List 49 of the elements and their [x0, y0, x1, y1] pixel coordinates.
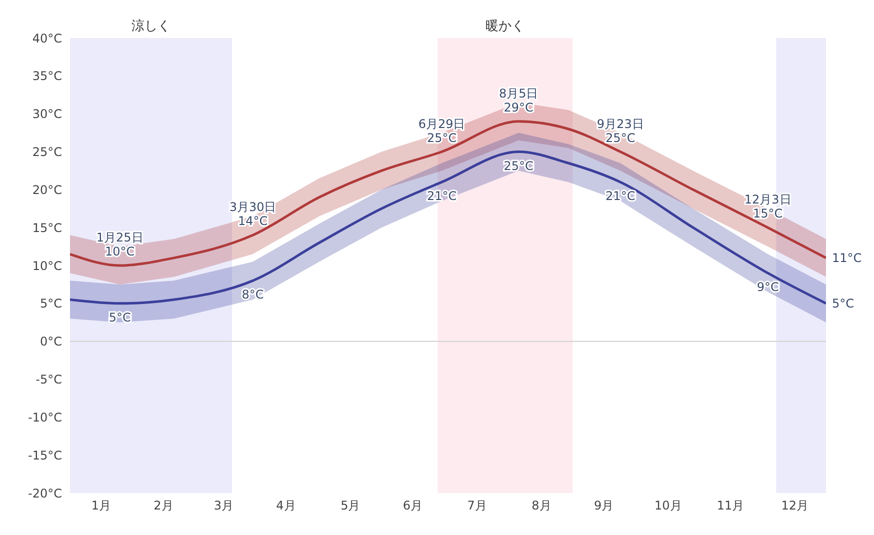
- annotation: 10°C: [105, 244, 135, 258]
- x-tick-label: 6月: [402, 498, 423, 513]
- y-tick-label: 30°C: [32, 107, 62, 122]
- annotation: 21°C: [606, 189, 636, 204]
- annotation: 9月23日: [596, 116, 644, 131]
- annotation: 9°C: [756, 280, 779, 294]
- y-tick-label: 0°C: [40, 334, 62, 349]
- y-tick-label: 5°C: [40, 296, 62, 311]
- annotation: 5°C: [832, 296, 854, 310]
- annotation: 25°C: [606, 130, 636, 145]
- y-tick-label: 25°C: [32, 145, 62, 160]
- y-tick-label: 40°C: [32, 31, 62, 46]
- y-tick-label: -5°C: [36, 372, 62, 387]
- annotation: 6月29日: [418, 116, 466, 131]
- x-tick-label: 1月: [91, 498, 111, 513]
- x-tick-label: 11月: [716, 498, 744, 513]
- y-tick-label: 20°C: [32, 182, 62, 197]
- y-tick-label: -10°C: [28, 410, 62, 424]
- annotation: 15°C: [753, 206, 783, 221]
- annotation: 8°C: [242, 288, 264, 302]
- line-series: [70, 150, 826, 305]
- annotation: 5°C: [108, 310, 131, 324]
- x-tick-label: 7月: [467, 498, 487, 513]
- x-tick-label: 9月: [594, 498, 614, 513]
- y-tick-label: -15°C: [28, 448, 62, 462]
- x-tick-label: 4月: [276, 498, 296, 513]
- annotation: 11°C: [832, 250, 862, 265]
- annotation: 1月25日: [96, 230, 144, 244]
- y-tick-label: -20°C: [28, 486, 62, 500]
- annotation: 25°C: [426, 130, 457, 145]
- line-series: [70, 120, 826, 267]
- band-label: 暖かく: [486, 19, 525, 34]
- annotation: 3月30日: [229, 200, 276, 214]
- x-tick-label: 8月: [532, 498, 552, 513]
- annotation: 14°C: [238, 214, 268, 228]
- x-tick-label: 2月: [154, 498, 174, 513]
- annotation: 25°C: [504, 158, 534, 173]
- annotation: 12月3日: [744, 192, 792, 207]
- y-tick-label: 15°C: [32, 220, 62, 235]
- annotation: 8月5日: [498, 86, 538, 100]
- y-tick-label: 10°C: [32, 258, 62, 273]
- x-tick-label: 3月: [214, 498, 234, 513]
- annotation: 29°C: [504, 100, 534, 114]
- x-tick-label: 12月: [781, 498, 808, 513]
- x-tick-label: 5月: [340, 498, 360, 513]
- band-label: 涼しく: [132, 19, 170, 34]
- x-tick-label: 10月: [654, 498, 682, 513]
- annotation: 21°C: [426, 189, 457, 204]
- y-tick-label: 35°C: [32, 69, 62, 84]
